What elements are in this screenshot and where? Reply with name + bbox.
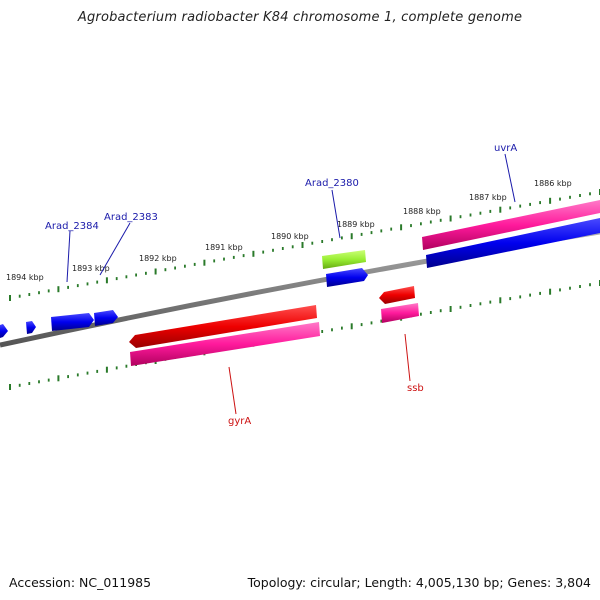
forward-features (0, 200, 600, 338)
scale-label: 1889 kbp (337, 220, 375, 229)
cds-feature[interactable] (381, 303, 419, 323)
scale-label: 1890 kbp (271, 232, 309, 241)
gene-feature[interactable] (0, 324, 8, 338)
gene-feature[interactable] (129, 305, 317, 348)
leader-line (331, 189, 341, 239)
gene-label-arad-2380[interactable]: Arad_2380 (305, 178, 359, 189)
leader-line (504, 153, 516, 203)
cds-feature[interactable] (130, 322, 320, 366)
reverse-features (129, 286, 419, 366)
scale-label: 1887 kbp (469, 193, 507, 202)
leader-line (228, 366, 237, 415)
scale-label: 1888 kbp (403, 207, 441, 216)
rna-feature[interactable] (322, 250, 366, 269)
leader-line (99, 222, 131, 276)
gene-label-arad-2383[interactable]: Arad_2383 (104, 212, 158, 223)
map-title: Agrobacterium radiobacter K84 chromosome… (77, 10, 523, 25)
gene-feature[interactable] (26, 321, 36, 334)
scale-label: 1894 kbp (6, 273, 44, 282)
gene-labels: uvrA Arad_2380 Arad_2383 Arad_2384 gyrA … (45, 143, 517, 427)
gene-feature[interactable] (326, 268, 368, 287)
cds-feature[interactable] (422, 200, 600, 250)
scale-label: 1886 kbp (534, 179, 572, 188)
gene-label-gyrA[interactable]: gyrA (228, 416, 251, 427)
scale-labels: 1886 kbp 1887 kbp 1888 kbp 1889 kbp 1890… (6, 179, 572, 282)
gene-label-arad-2384[interactable]: Arad_2384 (45, 221, 99, 232)
genome-summary-text: Topology: circular; Length: 4,005,130 bp… (247, 575, 591, 590)
label-leaders (66, 153, 516, 415)
gene-feature[interactable] (51, 313, 94, 331)
gene-feature[interactable] (379, 286, 415, 304)
scale-label: 1891 kbp (205, 243, 243, 252)
leader-line (66, 230, 71, 283)
gene-feature[interactable] (426, 218, 600, 268)
accession-text: Accession: NC_011985 (9, 575, 152, 590)
scale-label: 1893 kbp (72, 264, 110, 273)
outer-scale-track (9, 189, 600, 301)
leader-line (404, 333, 411, 382)
scale-label: 1892 kbp (139, 254, 177, 263)
gene-feature[interactable] (94, 310, 118, 326)
gene-label-uvrA[interactable]: uvrA (494, 143, 517, 154)
gene-label-ssb[interactable]: ssb (407, 383, 424, 394)
